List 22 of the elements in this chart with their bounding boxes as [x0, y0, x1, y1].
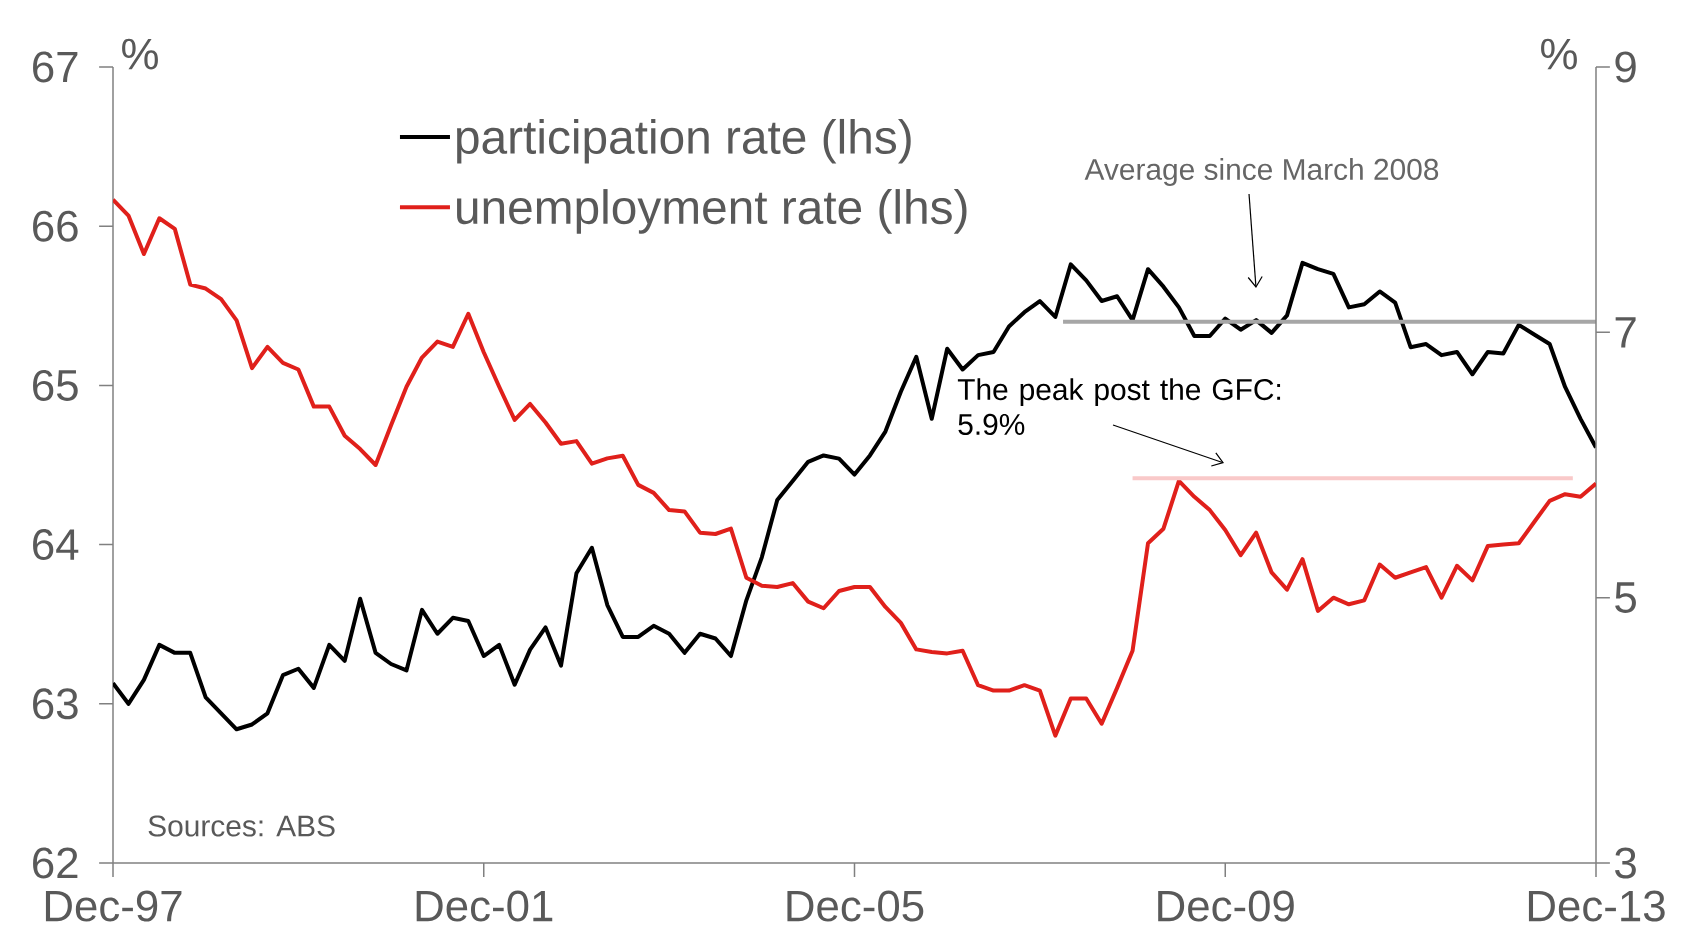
y2-tick-label: 7 [1615, 317, 1636, 348]
x-tick-label: Dec-97 [45, 890, 182, 922]
y-tick-label: 64 [33, 529, 79, 561]
x-tick-label: Dec-01 [416, 890, 553, 922]
x-tick-label: Dec-13 [1528, 890, 1665, 922]
y-tick-label: 62 [33, 847, 78, 879]
legend-label: unemployment rate (lhs) [457, 189, 967, 234]
y-tick-label: 66 [33, 210, 78, 242]
y2-tick-label: 3 [1615, 847, 1636, 879]
y2-tick-label: 9 [1615, 51, 1636, 83]
annotation: Sources: ABS [148, 815, 335, 837]
annotation: Average since March 2008 [1084, 158, 1439, 186]
y-tick-label: 63 [33, 688, 78, 720]
x-tick-label: Dec-09 [1158, 890, 1294, 922]
y2-tick-label: 5 [1615, 582, 1636, 613]
x-tick-label: Dec-05 [787, 890, 924, 922]
y-tick-label: 67 [33, 51, 78, 83]
annotation: The peak post the GFC: 5.9% [957, 378, 1281, 436]
y-tick-label: 65 [33, 369, 78, 401]
y2-axis-title: % [1541, 38, 1577, 70]
y-axis-title: % [122, 38, 158, 70]
legend-label: participation rate (lhs) [457, 118, 911, 164]
